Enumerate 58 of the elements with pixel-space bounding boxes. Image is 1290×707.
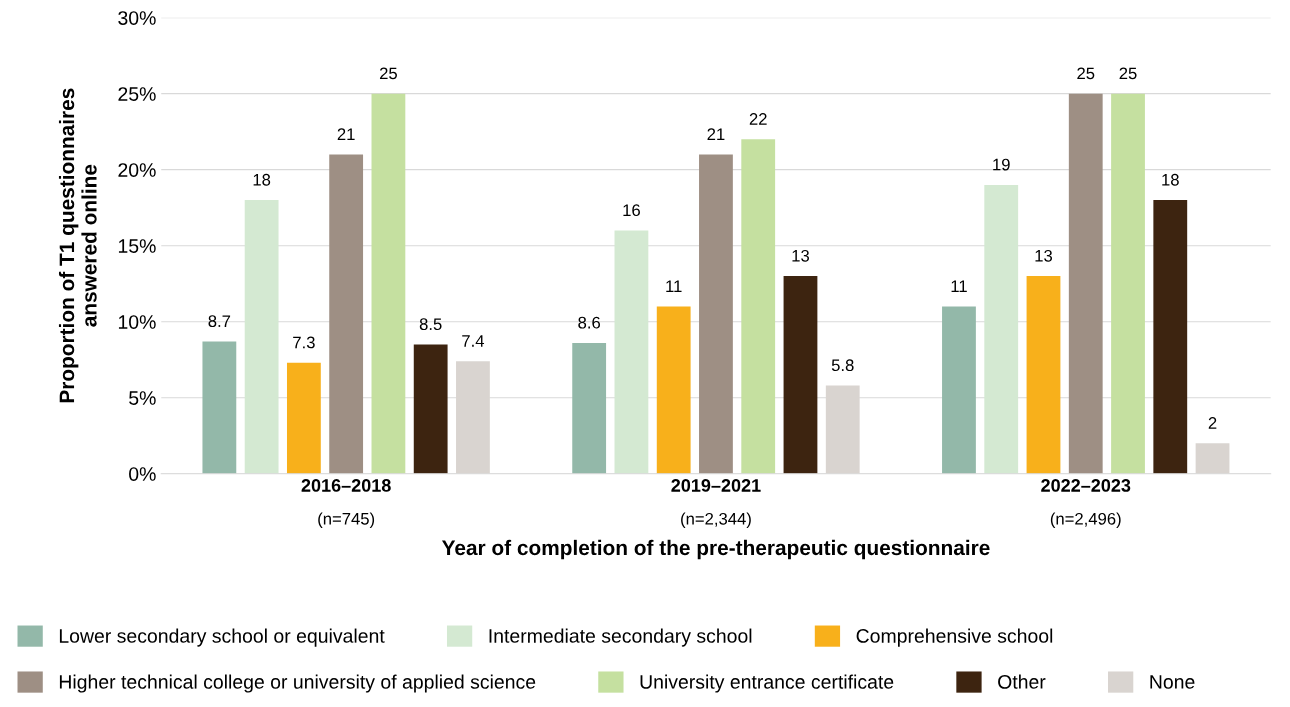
category-label: 2022–2023 (n=2,496) (1041, 479, 1131, 528)
x-axis-title: Year of completion of the pre-therapeutic questionnaire (441, 539, 990, 560)
data-label: 5.8 (831, 359, 854, 372)
y-tick-label: 0% (129, 467, 156, 481)
category-label: 2019–2021 (n=2,344) (671, 479, 761, 528)
bar (413, 344, 448, 474)
legend-label: Lower secondary school or equivalent (59, 628, 385, 647)
y-axis-title: Proportion of T1 questionnaires answered online (58, 88, 97, 403)
bar (614, 230, 649, 474)
data-label: 7.4 (462, 335, 485, 347)
bar (984, 184, 1019, 474)
y-tick-label: 10% (118, 315, 156, 329)
bar (942, 306, 976, 474)
data-label: 18 (253, 173, 271, 186)
bar (741, 139, 776, 474)
bar (1153, 200, 1188, 474)
bar (1068, 93, 1103, 474)
y-tick-label: 30% (118, 11, 156, 25)
data-label: 25 (379, 67, 397, 80)
data-label: 25 (1077, 67, 1095, 80)
bar (699, 154, 733, 474)
bar (572, 342, 607, 474)
data-label: 22 (749, 113, 767, 125)
data-label: 19 (993, 158, 1010, 171)
bar (656, 306, 691, 474)
legend-label: Higher technical college or university of applied science (59, 674, 536, 693)
data-label: 8.7 (208, 315, 231, 328)
legend-label: University entrance certificate (640, 674, 894, 693)
data-label: 8.6 (578, 316, 601, 329)
bar (1111, 93, 1145, 474)
y-tick-label: 20% (118, 163, 156, 177)
data-label: 11 (666, 280, 682, 292)
data-label: 13 (792, 249, 810, 262)
legend-label: Intermediate secondary school (489, 628, 752, 647)
bar (1026, 276, 1061, 474)
data-label: 18 (1162, 173, 1179, 186)
data-label: 11 (951, 280, 967, 292)
data-label: 13 (1035, 249, 1053, 262)
legend-label: None (1150, 675, 1195, 689)
data-label: 21 (707, 128, 725, 140)
bar (244, 200, 279, 474)
bar (286, 362, 321, 474)
legend-label: Other (998, 674, 1046, 689)
y-tick-label: 15% (118, 239, 156, 253)
category-label: 2016–2018 (n=745) (301, 479, 391, 528)
data-label: 25 (1119, 67, 1137, 80)
data-label: 2 (1208, 417, 1217, 429)
bar (202, 341, 237, 474)
data-label: 16 (623, 204, 640, 217)
bar (783, 276, 818, 474)
data-label: 8.5 (419, 318, 442, 331)
y-tick-label: 25% (118, 87, 156, 101)
data-label: 7.3 (293, 336, 315, 349)
bar (371, 93, 406, 474)
legend-label: Comprehensive school (856, 628, 1053, 647)
data-label: 21 (337, 128, 355, 140)
y-tick-label: 5% (129, 391, 156, 405)
bar (329, 154, 364, 474)
